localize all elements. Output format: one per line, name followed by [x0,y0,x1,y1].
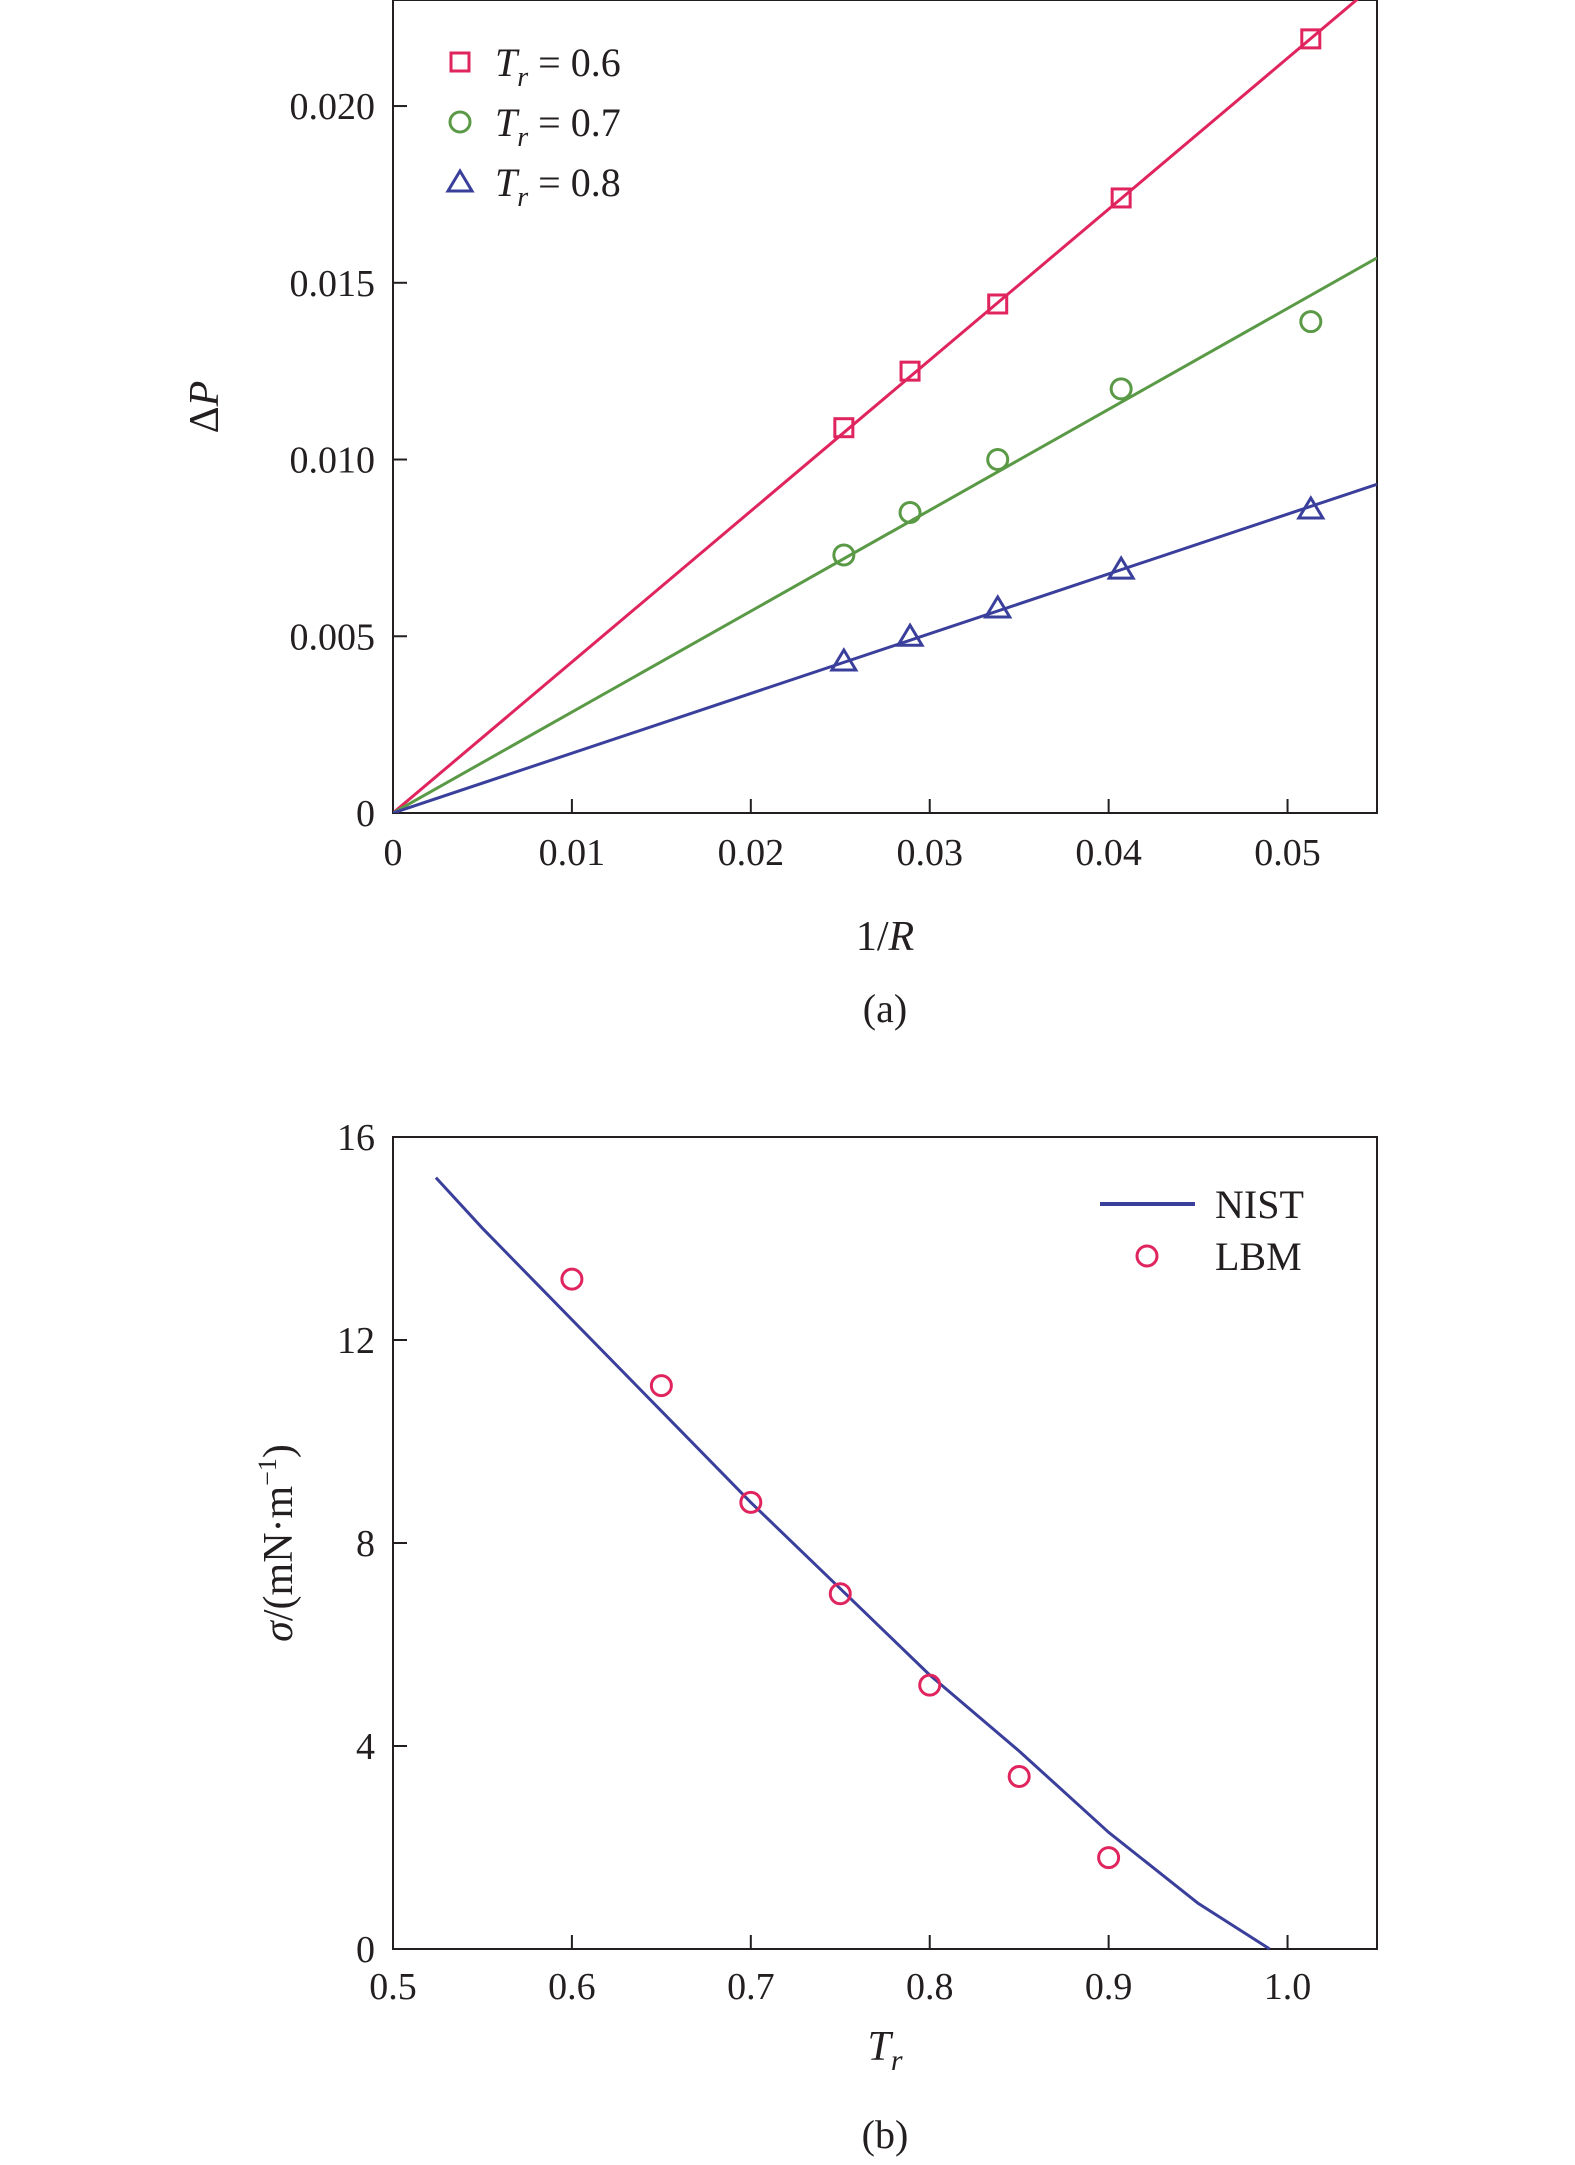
x-tick-label: 0.02 [718,832,785,874]
data-point [829,647,859,672]
series-0 [393,0,1359,813]
data-point [832,543,856,567]
legend-value: = 0.6 [528,40,621,85]
y-tick-label: 0 [356,1929,375,1971]
data-point [986,448,1010,472]
panel-label: (a) [863,986,907,1031]
data-point [1007,1764,1031,1788]
x-tick-label: 0.01 [539,832,606,874]
y-tick-label: 0 [356,793,375,835]
fit-line [393,0,1359,813]
legend-sub: r [517,122,528,153]
series-1 [393,256,1377,813]
panel-label: (b) [862,2112,909,2157]
y-tick-label: 4 [356,1726,375,1768]
legend: NIST LBM [1100,1182,1304,1279]
legend-T: T [495,100,520,145]
y-axis-title-body: /(mN·m [256,1485,302,1621]
legend-T: T [495,160,520,205]
x-axis-title-prefix: 1/ [856,914,889,960]
y-tick-label: 0.010 [290,440,376,482]
lbm-series [560,1267,1121,1870]
fit-line [393,482,1377,813]
data-point [649,1374,673,1398]
x-tick-label: 0.7 [727,1966,775,2008]
legend-marker [449,51,471,73]
data-point [560,1267,584,1291]
x-tick-label: 0 [384,832,403,874]
x-tick-label: 0.5 [369,1966,417,2008]
x-tick-label: 0.05 [1254,832,1321,874]
data-point [1106,555,1136,580]
y-axis-title-var: P [182,381,228,408]
y-axis-title-close: ) [256,1444,302,1458]
x-axis-title-sub: r [891,2044,903,2077]
legend-label-nist: NIST [1215,1182,1304,1227]
data-point [828,1582,852,1606]
data-point [1097,1846,1121,1870]
y-tick-label: 0.005 [290,616,376,658]
legend-marker [445,168,475,193]
panel-a: 0 0.01 0.02 0.03 0.04 0.05 0 0.005 0.010 0.015 0.0… [182,0,1378,1031]
data-point [1110,187,1132,209]
y-axis-title: ΔP [182,381,228,434]
legend-label: Tr = 0.7 [495,100,621,153]
x-tick-label: 0.6 [548,1966,596,2008]
legend-marker [448,110,472,134]
data-point [833,417,855,439]
y-axis-title-sym: σ [256,1619,302,1642]
y-tick-label: 0.015 [290,263,376,305]
legend-sub: r [517,182,528,213]
x-axis-title: 1/R [856,914,914,960]
x-tick-label: 0.8 [906,1966,954,2008]
series-2 [393,482,1377,813]
data-point [1299,310,1323,334]
legend-value: = 0.7 [528,100,621,145]
data-point [895,622,925,647]
data-point [1109,377,1133,401]
data-point [898,501,922,525]
legend: Tr = 0.6Tr = 0.7Tr = 0.8 [445,40,621,213]
y-axis-title: σ/(mN·m−1) [253,1444,302,1642]
legend-value: = 0.8 [528,160,621,205]
x-axis-title: Tr [867,2024,902,2077]
y-axis-title-sup: −1 [253,1458,282,1486]
plot-frame [392,0,1378,814]
fit-line [393,256,1377,813]
y-tick-label: 8 [356,1523,375,1565]
data-point [739,1490,763,1514]
x-tick-label: 0.04 [1075,832,1142,874]
legend-label: Tr = 0.8 [495,160,621,213]
nist-line [434,1176,1271,1951]
x-axis-title-var: R [888,914,915,960]
x-tick-label: 1.0 [1264,1966,1312,2008]
panel-b: 0.5 0.6 0.7 0.8 0.9 1.0 0 4 8 12 16 Tr σ/(mN·m−1) (b)… [253,1117,1378,2157]
data-point [1296,495,1326,520]
legend-marker-lbm [1135,1244,1159,1268]
y-tick-label: 0.020 [290,86,376,128]
data-point [1300,28,1322,50]
data-point [918,1673,942,1697]
data-point [987,293,1009,315]
x-axis-title-T: T [867,2024,893,2070]
y-tick-label: 12 [337,1320,375,1362]
y-axis-title-delta: Δ [182,406,228,433]
y-tick-label: 16 [337,1117,375,1159]
x-tick-label: 0.03 [896,832,963,874]
legend-sub: r [517,62,528,93]
legend-label-lbm: LBM [1215,1234,1302,1279]
legend-T: T [495,40,520,85]
data-point [983,594,1013,619]
x-tick-label: 0.9 [1085,1966,1133,2008]
data-point [899,360,921,382]
legend-label: Tr = 0.6 [495,40,621,93]
